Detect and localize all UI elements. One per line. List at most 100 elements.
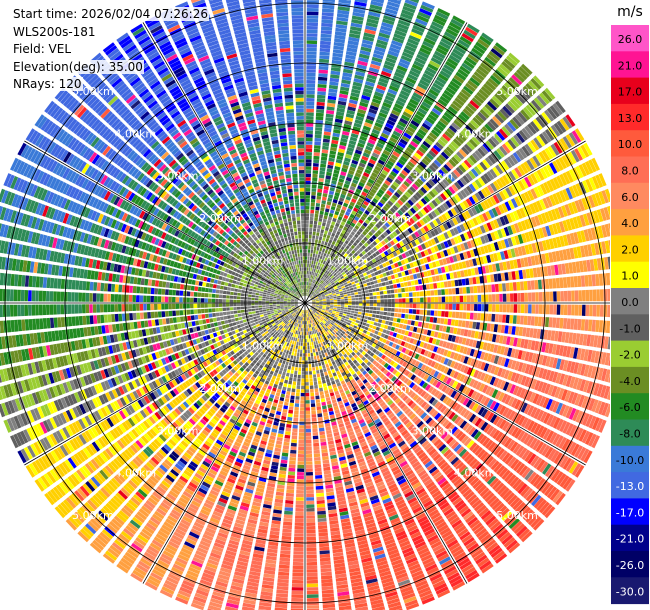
range-gate [321, 263, 325, 268]
range-gate [541, 90, 553, 103]
range-gate [541, 279, 546, 290]
range-gate [328, 284, 332, 288]
range-gate [530, 139, 540, 151]
range-gate [474, 295, 478, 302]
range-gate [306, 44, 317, 48]
range-gate [409, 158, 418, 166]
range-gate [327, 437, 334, 442]
range-gate [414, 321, 419, 327]
range-gate [434, 289, 438, 296]
range-gate [337, 272, 341, 276]
range-gate [358, 227, 364, 233]
range-gate [319, 354, 323, 359]
range-gate [403, 222, 410, 229]
range-gate [384, 146, 393, 153]
range-gate [407, 199, 414, 206]
range-gate [419, 175, 427, 183]
range-gate [319, 214, 324, 219]
range-gate [312, 275, 316, 280]
range-gate [430, 176, 438, 185]
range-gate [427, 113, 438, 122]
range-gate [445, 296, 449, 303]
range-gate [444, 176, 453, 185]
range-gate [315, 127, 323, 131]
range-gate [552, 317, 557, 328]
range-gate [416, 53, 428, 62]
range-gate [346, 260, 351, 265]
range-gate [408, 292, 413, 297]
range-gate [459, 303, 464, 311]
range-gate [314, 141, 321, 146]
range-gate [410, 67, 422, 75]
range-gate [383, 250, 389, 256]
range-gate [318, 258, 322, 263]
range-gate [360, 224, 366, 230]
range-gate [426, 167, 434, 175]
range-gate [397, 141, 406, 149]
range-gate [307, 289, 309, 293]
range-gate [351, 129, 360, 135]
range-gate [420, 197, 428, 205]
range-gate [350, 310, 355, 314]
range-gate [425, 34, 438, 43]
range-gate [480, 175, 489, 185]
range-gate [319, 369, 324, 374]
range-gate [471, 136, 481, 146]
range-gate [323, 289, 327, 293]
range-gate [329, 279, 333, 283]
range-gate [305, 216, 309, 221]
range-gate [349, 29, 361, 35]
range-gate [351, 295, 355, 298]
range-gate [411, 63, 423, 72]
range-gate [416, 303, 420, 309]
range-gate [356, 230, 362, 236]
range-gate [319, 255, 323, 260]
range-gate [366, 225, 372, 231]
range-gate [362, 306, 366, 309]
range-gate [312, 235, 316, 239]
range-gate [395, 236, 402, 242]
range-gate [305, 231, 309, 235]
range-gate [441, 114, 451, 124]
range-gate [357, 108, 367, 115]
range-gate [369, 296, 374, 300]
range-gate [394, 212, 401, 219]
range-gate [322, 281, 326, 286]
range-gate [346, 291, 351, 294]
range-gate [306, 281, 308, 286]
range-gate [343, 68, 353, 74]
range-gate [448, 143, 457, 152]
range-gate [422, 140, 431, 149]
range-gate [445, 200, 453, 208]
range-gate [313, 268, 316, 273]
range-gate [580, 275, 586, 287]
range-gate [352, 11, 365, 18]
range-gate [348, 234, 354, 239]
range-gate [373, 299, 377, 303]
range-gate [363, 319, 368, 323]
range-gate [469, 119, 480, 129]
range-gate [365, 293, 370, 297]
range-gate [467, 102, 478, 112]
range-gate [441, 67, 453, 76]
range-gate [352, 284, 357, 288]
range-gate [369, 213, 375, 219]
range-gate [373, 322, 378, 326]
range-gate [328, 277, 332, 282]
range-gate [342, 243, 347, 248]
range-gate [389, 217, 396, 223]
range-gate [371, 272, 376, 277]
range-gate [361, 128, 370, 135]
range-gate [338, 273, 343, 278]
range-gate [358, 294, 362, 297]
range-gate [317, 221, 322, 226]
range-gate [382, 315, 387, 320]
range-gate [374, 238, 380, 244]
range-gate [441, 303, 446, 310]
range-gate [392, 231, 398, 237]
range-gate [401, 308, 406, 313]
range-gate [349, 315, 354, 319]
range-gate [386, 119, 396, 126]
range-gate [372, 288, 376, 292]
range-gate [409, 303, 413, 308]
